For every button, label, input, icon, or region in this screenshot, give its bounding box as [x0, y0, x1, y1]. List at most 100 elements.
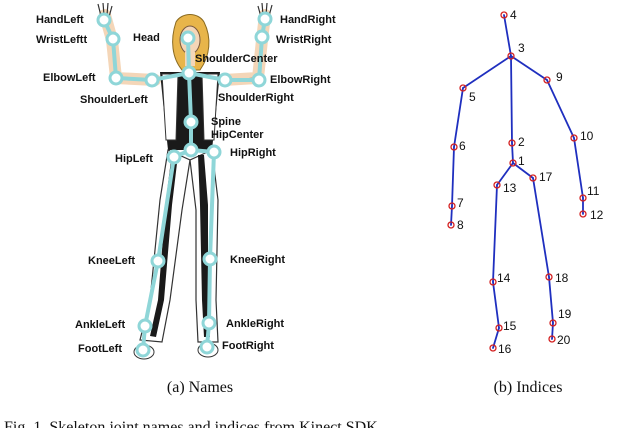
- label-hip-right: HipRight: [230, 147, 276, 159]
- index-joint-14: [489, 278, 497, 286]
- index-joint-20: [548, 335, 556, 343]
- caption-names: (a) Names: [167, 379, 233, 396]
- index-joint-19: [549, 319, 557, 327]
- label-elbow-right: ElbowRight: [270, 74, 331, 86]
- index-label-1: 1: [518, 154, 525, 168]
- index-joint-9: [543, 76, 551, 84]
- joint-shoulder-right: [217, 72, 233, 88]
- index-joint-16: [489, 344, 497, 352]
- index-joint-17: [529, 174, 537, 182]
- label-wrist-right: WristRight: [276, 34, 332, 46]
- index-label-6: 6: [459, 139, 466, 153]
- index-label-4: 4: [510, 8, 517, 22]
- index-joint-15: [495, 324, 503, 332]
- index-label-5: 5: [469, 90, 476, 104]
- label-knee-right: KneeRight: [230, 254, 285, 266]
- index-joint-8: [447, 221, 455, 229]
- joint-ankle-right: [201, 315, 217, 331]
- index-bone-1-13: [496, 162, 514, 186]
- index-label-14: 14: [497, 271, 511, 285]
- index-label-15: 15: [503, 319, 517, 333]
- bone-hip-left-knee-left: [156, 155, 176, 263]
- index-bone-4-3: [503, 14, 512, 57]
- joint-wrist-right: [254, 29, 270, 45]
- bone-hip-right-knee-right: [208, 150, 216, 261]
- index-bone-13-14: [492, 184, 498, 283]
- joint-elbow-left: [108, 70, 124, 86]
- index-joint-10: [570, 134, 578, 142]
- index-joint-2: [508, 139, 516, 147]
- label-ankle-left: AnkleLeft: [75, 319, 125, 331]
- index-joint-4: [500, 11, 508, 19]
- bone-shoulder-center-spine: [187, 71, 193, 124]
- index-bone-3-2: [510, 55, 513, 144]
- label-foot-left: FootLeft: [78, 343, 122, 355]
- index-bone-10-11: [573, 137, 584, 199]
- joint-hand-left: [96, 12, 112, 28]
- index-bone-18-19: [548, 276, 554, 324]
- index-joint-6: [450, 143, 458, 151]
- index-bone-1-17: [512, 162, 534, 179]
- index-bone-5-6: [453, 87, 464, 148]
- label-hip-left: HipLeft: [115, 153, 153, 165]
- index-joint-5: [459, 84, 467, 92]
- index-joint-3: [507, 52, 515, 60]
- joint-shoulder-center: [181, 65, 197, 81]
- joint-hip-right: [206, 144, 222, 160]
- label-head: Head: [133, 32, 160, 44]
- index-label-18: 18: [555, 271, 569, 285]
- joint-knee-left: [150, 253, 166, 269]
- label-hand-left: HandLeft: [36, 14, 84, 26]
- figure-caption: Fig. 1. Skeleton joint names and indices…: [4, 419, 378, 428]
- indices-panel: 1 2 3 4 5 6 7 8 9 10 11 12 13 14 15 16 1…: [447, 8, 604, 396]
- index-label-8: 8: [457, 218, 464, 232]
- bone-knee-right-ankle-right: [207, 257, 212, 325]
- index-joint-1: [509, 159, 517, 167]
- joint-hip-left: [166, 149, 182, 165]
- label-elbow-left: ElbowLeft: [43, 72, 96, 84]
- index-bone-17-18: [532, 177, 550, 278]
- index-joint-13: [493, 181, 501, 189]
- label-knee-left: KneeLeft: [88, 255, 135, 267]
- bone-knee-left-ankle-left: [143, 259, 160, 328]
- index-label-19: 19: [558, 307, 572, 321]
- joint-hand-right: [257, 11, 273, 27]
- label-spine: Spine: [211, 116, 241, 128]
- index-bone-3-9: [510, 55, 548, 81]
- joint-index-labels: 1 2 3 4 5 6 7 8 9 10 11 12 13 14 15 16 1…: [457, 8, 604, 356]
- indices-skeleton-bones: [450, 14, 584, 349]
- index-label-12: 12: [590, 208, 604, 222]
- joint-shoulder-left: [144, 72, 160, 88]
- index-label-20: 20: [557, 333, 571, 347]
- joint-knee-right: [202, 251, 218, 267]
- joint-spine: [183, 114, 199, 130]
- index-label-7: 7: [457, 196, 464, 210]
- joint-elbow-right: [251, 72, 267, 88]
- label-hand-right: HandRight: [280, 14, 336, 26]
- joint-wrist-left: [105, 31, 121, 47]
- joint-head: [180, 30, 196, 46]
- joint-name-labels: HandLeft WristLeftt Head HandRight Wrist…: [36, 14, 336, 355]
- label-shoulder-right: ShoulderRight: [218, 92, 294, 104]
- index-bone-14-15: [492, 281, 500, 329]
- joint-foot-right: [199, 339, 215, 355]
- indices-skeleton-joints: [447, 11, 587, 352]
- index-label-9: 9: [556, 70, 563, 84]
- index-bone-3-5: [462, 55, 512, 89]
- index-joint-7: [448, 202, 456, 210]
- index-label-10: 10: [580, 129, 594, 143]
- index-label-13: 13: [503, 181, 517, 195]
- index-label-2: 2: [518, 135, 525, 149]
- label-wrist-left: WristLeftt: [36, 34, 87, 46]
- index-joint-18: [545, 273, 553, 281]
- joint-ankle-left: [137, 318, 153, 334]
- joint-hip-center: [183, 142, 199, 158]
- names-skeleton-joints: [96, 11, 273, 358]
- index-bone-9-10: [546, 79, 575, 139]
- index-joint-12: [579, 210, 587, 218]
- label-foot-right: FootRight: [222, 340, 274, 352]
- index-joint-11: [579, 194, 587, 202]
- label-shoulder-left: ShoulderLeft: [80, 94, 148, 106]
- label-hip-center: HipCenter: [211, 129, 264, 141]
